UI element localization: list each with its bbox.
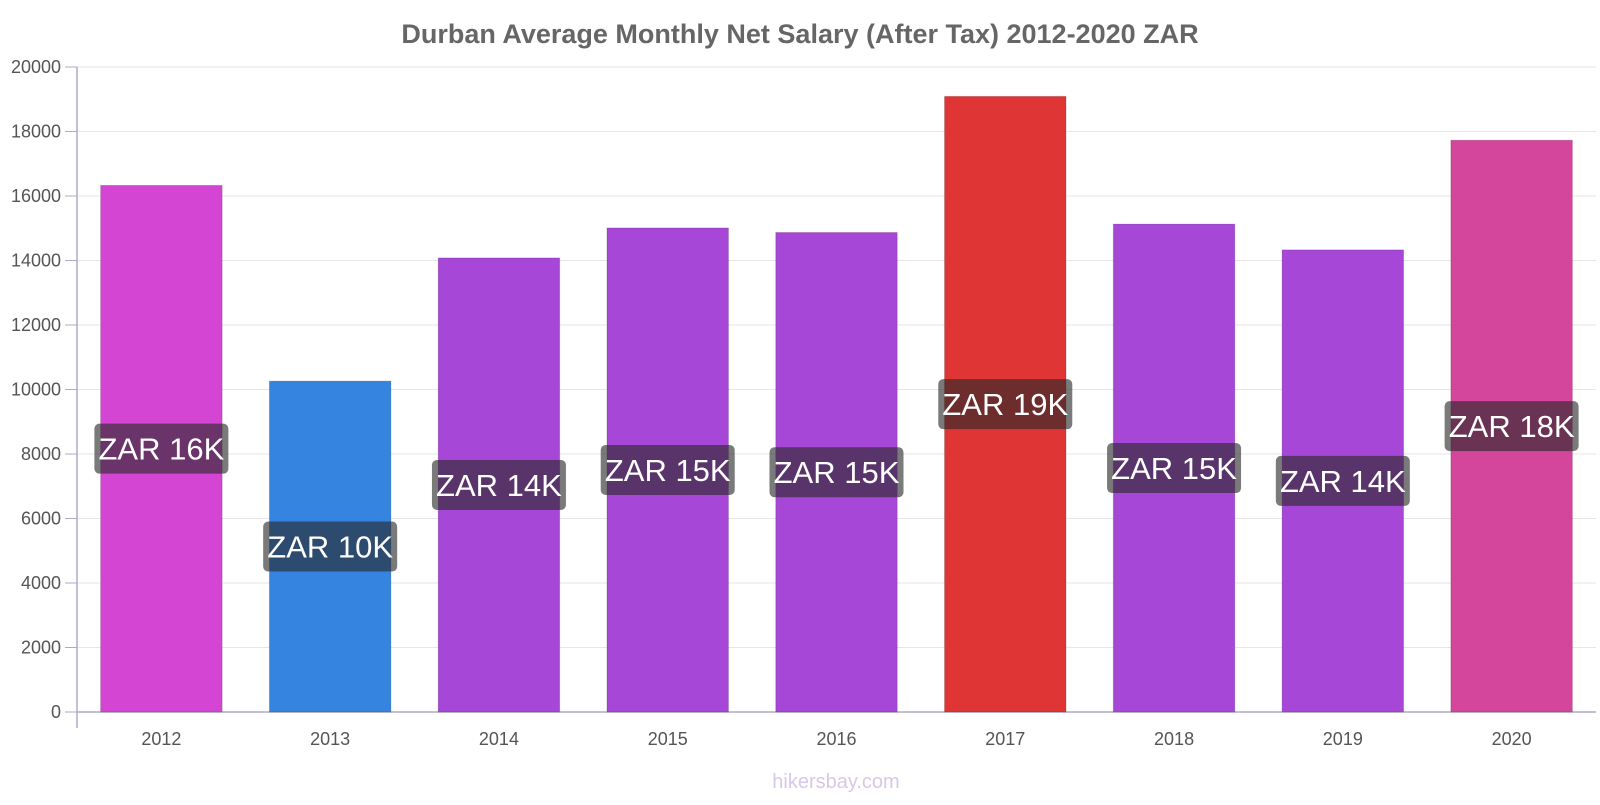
data-label-text: ZAR 14K <box>436 468 562 503</box>
x-tick-label-2014: 2014 <box>479 729 519 749</box>
data-label-text: ZAR 19K <box>942 387 1068 422</box>
data-label-text: ZAR 15K <box>774 455 900 490</box>
y-tick-label: 2000 <box>21 638 61 658</box>
y-tick-label: 8000 <box>21 444 61 464</box>
y-tick-label: 4000 <box>21 573 61 593</box>
bars <box>100 95 1573 713</box>
data-label-bg <box>1107 443 1242 494</box>
data-label-bg <box>263 521 398 572</box>
x-axis-tick-labels: 2012 2013 2014 2015 2016 2017 2018 2019 2020 <box>141 729 1531 749</box>
y-tick-label: 10000 <box>11 380 61 400</box>
x-tick-label-2018: 2018 <box>1154 729 1194 749</box>
y-tick-label: 6000 <box>21 509 61 529</box>
data-label-text: ZAR 16K <box>98 432 224 467</box>
x-tick-label-2019: 2019 <box>1323 729 1363 749</box>
x-tick-label-2013: 2013 <box>310 729 350 749</box>
y-tick-label: 0 <box>51 702 61 722</box>
y-axis-tick-labels: 0 2000 4000 6000 8000 10000 12000 14000 16000 180… <box>11 57 61 722</box>
data-label-2014: ZAR 14K <box>431 459 566 510</box>
data-label-text: ZAR 15K <box>605 453 731 488</box>
data-label-bg <box>1444 401 1579 452</box>
data-label-text: ZAR 18K <box>1449 409 1575 444</box>
x-tick-label-2020: 2020 <box>1492 729 1532 749</box>
data-label-bg <box>1275 455 1410 506</box>
y-tick-label: 16000 <box>11 186 61 206</box>
data-label-bg <box>769 447 904 498</box>
x-tick-label-2017: 2017 <box>985 729 1025 749</box>
data-label-bg <box>431 459 566 510</box>
data-label-2015: ZAR 15K <box>600 444 735 495</box>
y-tick-label: 18000 <box>11 122 61 142</box>
watermark: hikersbay.com <box>772 771 899 793</box>
data-label-2016: ZAR 15K <box>769 447 904 498</box>
x-tick-label-2016: 2016 <box>816 729 856 749</box>
data-label-2019: ZAR 14K <box>1275 455 1410 506</box>
data-label-2013: ZAR 10K <box>263 521 398 572</box>
x-tick-label-2012: 2012 <box>141 729 181 749</box>
data-label-text: ZAR 15K <box>1111 451 1237 486</box>
data-label-bg <box>600 444 735 495</box>
data-label-2012: ZAR 16K <box>94 423 229 474</box>
y-tick-label: 20000 <box>11 57 61 77</box>
x-tick-label-2015: 2015 <box>648 729 688 749</box>
data-label-2018: ZAR 15K <box>1107 443 1242 494</box>
data-labels: ZAR 16K ZAR 10K ZAR 14K ZAR 15K ZAR 15K ZAR 1… <box>94 379 1579 572</box>
y-tick-label: 14000 <box>11 251 61 271</box>
data-label-text: ZAR 10K <box>267 530 393 565</box>
chart-title: Durban Average Monthly Net Salary (After… <box>401 19 1198 49</box>
y-tick-label: 12000 <box>11 315 61 335</box>
data-label-bg <box>938 379 1073 430</box>
data-label-text: ZAR 14K <box>1280 464 1406 499</box>
data-label-2017: ZAR 19K <box>938 379 1073 430</box>
data-label-bg <box>94 423 229 474</box>
data-label-2020: ZAR 18K <box>1444 401 1579 452</box>
